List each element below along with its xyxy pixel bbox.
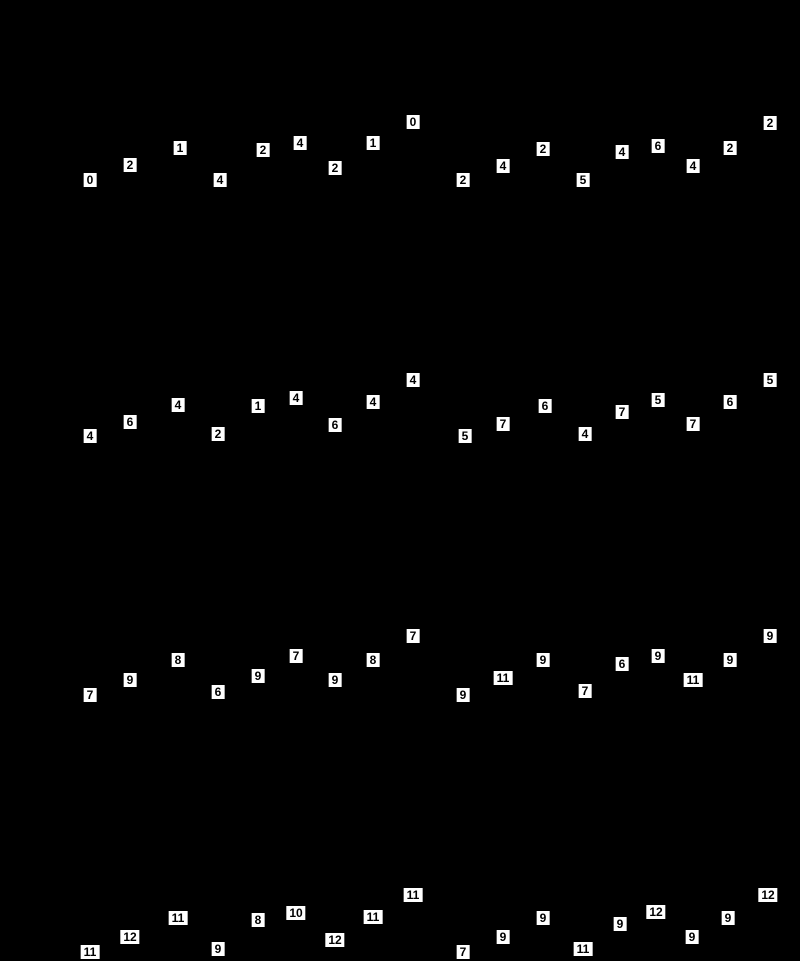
data-point: 8 <box>252 913 265 927</box>
data-point: 9 <box>497 930 510 944</box>
data-point: 6 <box>124 415 137 429</box>
data-point: 11 <box>494 671 513 685</box>
data-point: 6 <box>724 395 737 409</box>
data-point: 10 <box>286 906 305 920</box>
data-point: 1 <box>252 399 265 413</box>
data-point: 5 <box>577 173 590 187</box>
data-point: 7 <box>579 684 592 698</box>
data-point: 9 <box>329 673 342 687</box>
data-point: 2 <box>537 142 550 156</box>
data-point: 9 <box>537 911 550 925</box>
data-point: 4 <box>294 136 307 150</box>
data-point: 4 <box>214 173 227 187</box>
data-point: 5 <box>652 393 665 407</box>
data-point: 9 <box>724 653 737 667</box>
data-point: 11 <box>81 945 100 959</box>
data-point: 12 <box>325 933 344 947</box>
data-point: 4 <box>497 159 510 173</box>
data-point: 4 <box>407 373 420 387</box>
data-point: 6 <box>329 418 342 432</box>
data-point: 6 <box>616 657 629 671</box>
data-point: 4 <box>172 398 185 412</box>
data-point: 7 <box>497 417 510 431</box>
data-point: 5 <box>764 373 777 387</box>
data-point: 1 <box>174 141 187 155</box>
data-point: 1 <box>367 136 380 150</box>
data-point: 9 <box>652 649 665 663</box>
data-point: 9 <box>537 653 550 667</box>
data-point: 11 <box>169 911 188 925</box>
data-point: 12 <box>646 905 665 919</box>
data-point: 11 <box>364 910 383 924</box>
data-point: 7 <box>457 945 470 959</box>
data-point: 9 <box>614 917 627 931</box>
data-point: 2 <box>212 427 225 441</box>
data-point: 6 <box>212 685 225 699</box>
data-point: 2 <box>257 143 270 157</box>
data-point: 8 <box>367 653 380 667</box>
data-point: 9 <box>252 669 265 683</box>
data-point: 4 <box>687 159 700 173</box>
data-point: 2 <box>764 116 777 130</box>
data-point: 6 <box>539 399 552 413</box>
data-point: 4 <box>579 427 592 441</box>
data-point: 2 <box>124 158 137 172</box>
data-point: 9 <box>457 688 470 702</box>
data-point: 9 <box>722 911 735 925</box>
data-point: 2 <box>724 141 737 155</box>
data-point: 4 <box>367 395 380 409</box>
data-point: 0 <box>407 115 420 129</box>
data-point: 7 <box>407 629 420 643</box>
data-point: 7 <box>687 417 700 431</box>
data-point: 11 <box>404 888 423 902</box>
data-point: 0 <box>84 173 97 187</box>
data-point: 11 <box>574 942 593 956</box>
data-point: 9 <box>686 930 699 944</box>
data-point: 5 <box>459 429 472 443</box>
data-point: 11 <box>684 673 703 687</box>
data-point: 9 <box>764 629 777 643</box>
data-point: 2 <box>457 173 470 187</box>
data-point: 4 <box>84 429 97 443</box>
data-point: 4 <box>290 391 303 405</box>
data-point: 7 <box>290 649 303 663</box>
data-point: 6 <box>652 139 665 153</box>
data-point: 7 <box>616 405 629 419</box>
data-point: 8 <box>172 653 185 667</box>
data-point: 12 <box>758 888 777 902</box>
data-point: 9 <box>124 673 137 687</box>
data-point: 4 <box>616 145 629 159</box>
data-point: 9 <box>212 942 225 956</box>
data-point: 12 <box>120 930 139 944</box>
data-point: 7 <box>84 688 97 702</box>
data-point: 2 <box>329 161 342 175</box>
